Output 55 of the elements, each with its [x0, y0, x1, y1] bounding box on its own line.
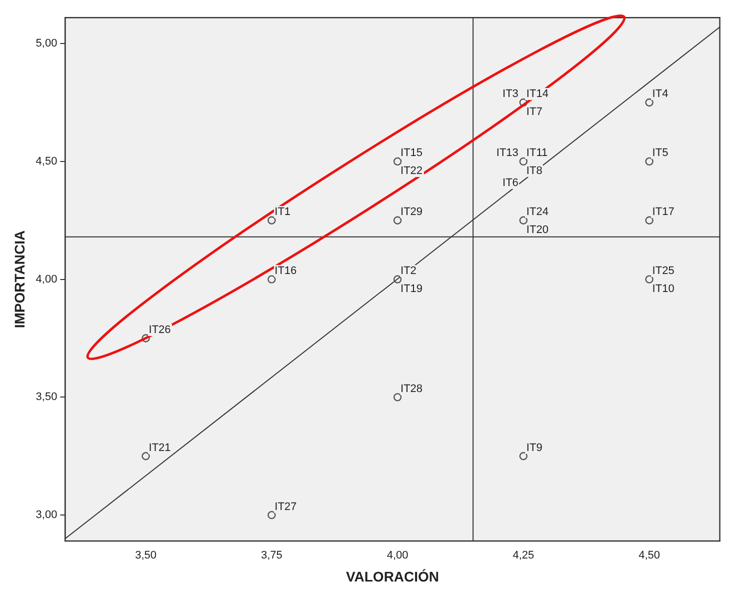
point	[142, 452, 150, 460]
point	[142, 334, 150, 342]
annotation: IT22	[400, 165, 424, 178]
point	[519, 98, 528, 107]
annotation: IT13	[495, 147, 520, 160]
point	[268, 216, 276, 224]
annotation: IT26	[148, 324, 172, 336]
annotation: IT5	[651, 147, 670, 160]
annotation: IT3	[502, 88, 520, 100]
y-tick-label: 3,00	[36, 509, 58, 522]
annotation: IT8	[525, 165, 544, 178]
point	[393, 157, 402, 166]
annotation: IT16	[274, 265, 298, 278]
point	[393, 275, 402, 284]
annotation: IT25	[651, 265, 676, 278]
annotation: IT17	[651, 206, 676, 218]
annotation: IT28	[400, 383, 424, 396]
annotation: IT2	[400, 265, 418, 278]
x-tick-label: 3,75	[260, 550, 282, 562]
point	[519, 452, 528, 460]
annotation: IT6	[502, 177, 520, 190]
annotation: IT11	[525, 147, 549, 160]
x-tick-label: 4,50	[638, 550, 660, 562]
point	[645, 157, 654, 166]
annotation: IT1	[274, 206, 292, 218]
y-tick-label: 4,00	[36, 273, 58, 286]
x-tick-label: 4,25	[512, 550, 534, 562]
annotation: IT24	[525, 206, 550, 218]
point	[645, 98, 654, 107]
annotation: IT27	[274, 501, 298, 514]
annotation: IT7	[525, 106, 544, 118]
x-axis-title: VALORACIÓN	[346, 568, 440, 584]
x-tick-label: 4,00	[386, 550, 408, 562]
annotation: IT15	[400, 147, 424, 160]
y-axis-title: IMPORTANCIA	[11, 230, 28, 328]
annotation: IT9	[525, 442, 544, 454]
point	[519, 157, 528, 166]
point	[268, 275, 276, 284]
annotation: IT14	[525, 88, 550, 100]
annotation: IT29	[400, 206, 424, 218]
y-tick-label: 5,00	[36, 38, 58, 50]
annotation: IT4	[651, 88, 670, 100]
point	[393, 393, 402, 402]
point	[268, 510, 276, 520]
point	[645, 216, 654, 224]
annotation: IT21	[148, 442, 172, 454]
annotation: IT19	[400, 283, 424, 296]
y-tick-label: 4,50	[36, 155, 58, 168]
annotation: IT20	[525, 224, 550, 236]
annotation: IT10	[651, 283, 676, 296]
point	[645, 275, 654, 284]
x-tick-label: 3,50	[135, 550, 156, 562]
point	[519, 216, 528, 224]
y-tick-label: 3,50	[36, 391, 58, 404]
point	[393, 216, 402, 224]
